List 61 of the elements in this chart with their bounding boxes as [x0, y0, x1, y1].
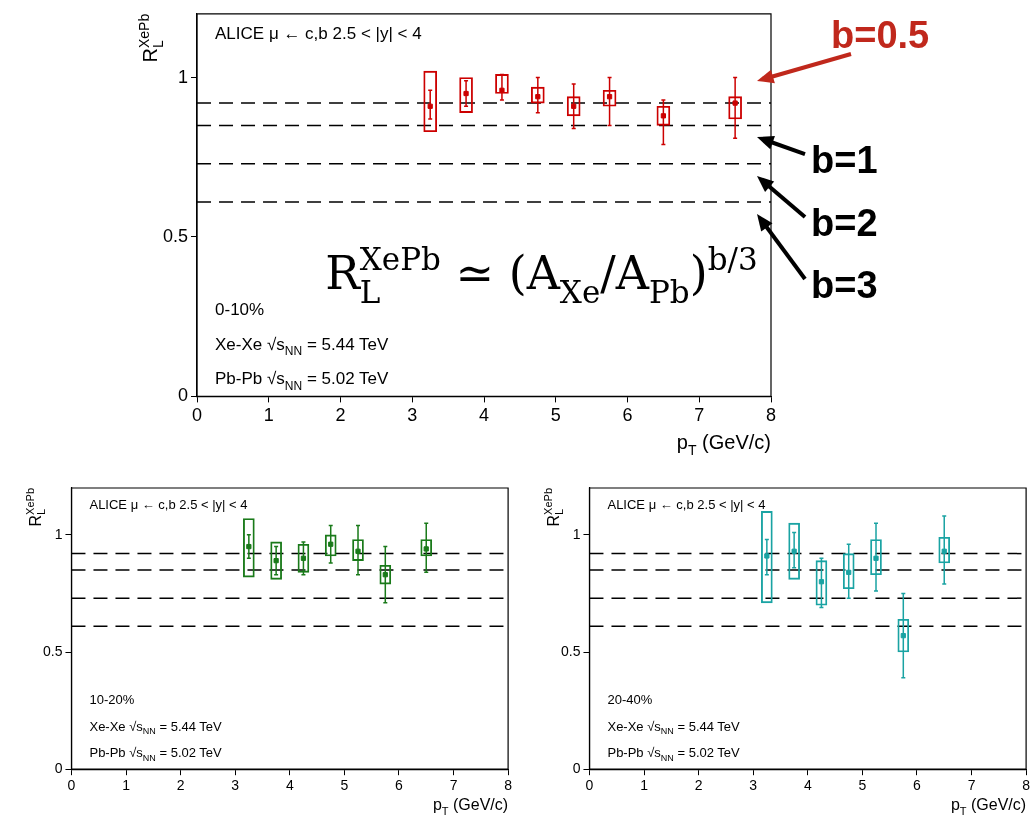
x-tick-label: 5: [340, 777, 349, 794]
text: b=0.5: [831, 14, 930, 57]
point: [764, 553, 770, 559]
x-tick-label: 0: [585, 777, 594, 794]
y-tick-label: 0: [54, 760, 63, 777]
x-tick-label: 7: [967, 777, 976, 794]
text: b=1: [811, 139, 878, 182]
x-tick-label: 8: [1022, 777, 1031, 794]
x-tick-label: 4: [285, 777, 294, 794]
x-tick-label: 6: [622, 405, 633, 426]
y-tick-label: 0: [178, 385, 189, 406]
x-tick-label: 8: [765, 405, 777, 426]
annotation: 10-20%: [89, 691, 135, 707]
y-tick-label: 0.5: [560, 642, 581, 659]
x-tick-label: 8: [504, 777, 513, 794]
point: [427, 103, 433, 109]
bar: [761, 511, 773, 604]
x-tick-label: 2: [694, 777, 703, 794]
annotation: 0-10%: [215, 299, 265, 319]
x-tick-label: 7: [449, 777, 458, 794]
bar: [243, 518, 255, 578]
y-axis-title: RLXePb: [23, 487, 48, 527]
x-tick-label: 0: [67, 777, 76, 794]
x-tick-label: 2: [176, 777, 185, 794]
point: [941, 548, 947, 554]
text: b=2: [811, 201, 878, 244]
point: [818, 579, 825, 585]
y-tick-label: 0: [572, 760, 581, 777]
x-tick-label: 1: [263, 405, 274, 426]
y-axis-title: RLXePb: [541, 487, 566, 527]
bar: [423, 70, 438, 133]
x-tick-label: 4: [803, 777, 812, 794]
y-tick-label: 0.5: [42, 642, 63, 659]
x-tick-label: 3: [407, 405, 418, 426]
point: [732, 100, 738, 106]
x-tick-label: 3: [231, 777, 240, 794]
x-tick-label: 5: [858, 777, 867, 794]
annotation: ALICE μ ← c,b 2.5 < |y| < 4: [215, 23, 422, 43]
point: [791, 548, 797, 554]
bar: [788, 522, 800, 580]
y-tick-label: 1: [178, 66, 189, 87]
x-tick-label: 7: [694, 405, 705, 426]
x-tick-label: 5: [550, 405, 561, 426]
y-axis-title: RLXePb: [136, 13, 167, 63]
annotation: ALICE μ ← c,b 2.5 < |y| < 4: [89, 497, 248, 512]
x-tick-label: 2: [335, 405, 346, 426]
y-tick-label: 0.5: [162, 225, 189, 246]
x-tick-label: 1: [122, 777, 131, 794]
x-tick-label: 0: [192, 405, 203, 426]
y-tick-label: 1: [572, 525, 581, 542]
y-tick-label: 1: [54, 525, 63, 542]
x-tick-label: 6: [395, 777, 404, 794]
x-tick-label: 4: [479, 405, 490, 426]
x-tick-label: 3: [749, 777, 758, 794]
text: b=3: [811, 263, 878, 306]
x-tick-label: 6: [913, 777, 922, 794]
bar: [270, 541, 282, 580]
annotation: ALICE μ ← c,b 2.5 < |y| < 4: [607, 497, 766, 512]
x-tick-label: 1: [640, 777, 649, 794]
bar: [459, 77, 473, 113]
annotation: 20-40%: [607, 691, 653, 707]
